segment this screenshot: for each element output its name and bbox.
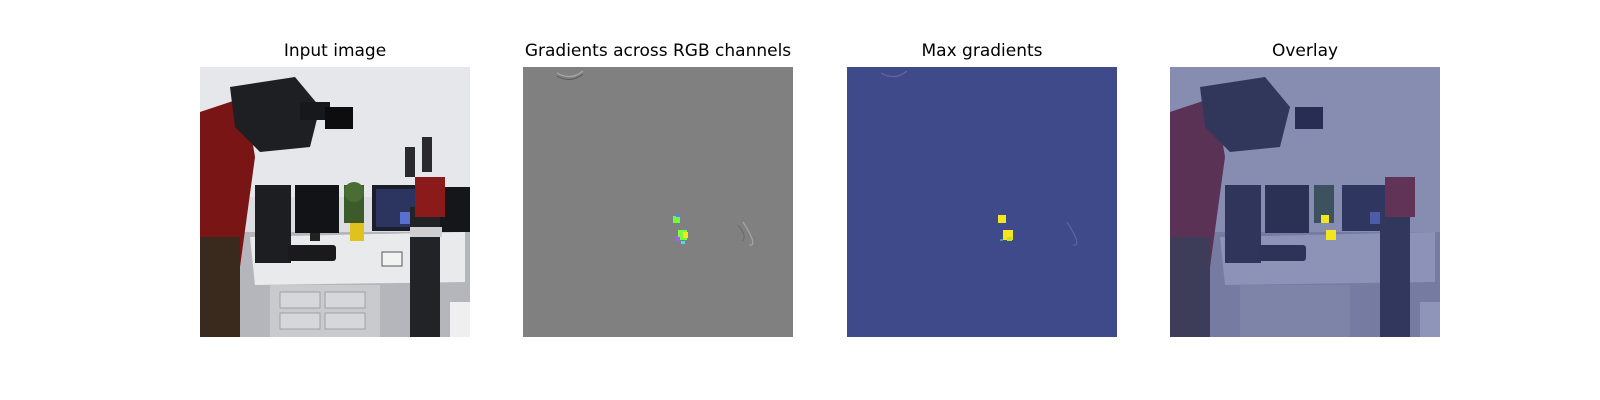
scene-group	[200, 67, 470, 337]
gradient-background	[523, 67, 793, 337]
heatmap-tint	[1170, 67, 1440, 337]
panel-title: Overlay	[1271, 41, 1339, 61]
gradient-overlay-photo	[1170, 67, 1440, 337]
overlay-hotspot	[1321, 215, 1336, 240]
panel-title: Gradients across RGB channels	[524, 41, 792, 61]
rgb-gradient-map	[523, 67, 793, 337]
heatmap-hotspot	[998, 215, 1013, 241]
faint-edge	[556, 73, 584, 80]
gradient-hotspot	[673, 214, 688, 244]
panel-title: Input image	[283, 41, 387, 61]
panel-title: Max gradients	[921, 41, 1043, 61]
faint-edge	[880, 70, 908, 78]
faint-edge	[556, 70, 584, 78]
max-gradient-image	[847, 67, 1117, 337]
overlay-image	[1170, 67, 1440, 337]
robot-lab-photo	[200, 67, 470, 337]
max-gradient-heatmap	[847, 67, 1117, 337]
panel-input-image: Input image	[200, 0, 470, 400]
heatmap-background	[847, 67, 1117, 337]
panel-overlay: Overlay	[1170, 0, 1440, 400]
faint-edge	[737, 224, 745, 242]
panel-max-gradients: Max gradients	[847, 0, 1117, 400]
input-image	[200, 67, 470, 337]
rgb-gradient-image	[523, 67, 793, 337]
faint-edge	[1066, 221, 1078, 246]
faint-edge	[742, 221, 754, 246]
panel-rgb-gradients: Gradients across RGB channels	[523, 0, 793, 400]
